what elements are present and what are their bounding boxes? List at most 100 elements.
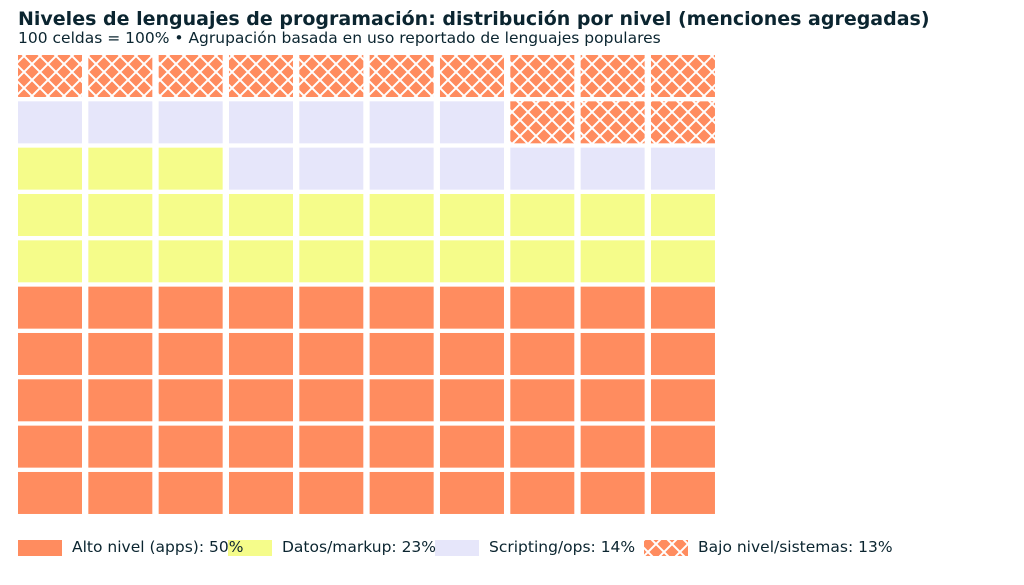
waffle-cell-bajo-nivel-sistemas (88, 55, 153, 97)
waffle-cell-scripting-ops (439, 147, 504, 190)
waffle-cell-datos-markup (580, 193, 645, 236)
waffle-cell-alto-nivel-apps- (439, 286, 504, 329)
waffle-cell-alto-nivel-apps- (18, 332, 82, 375)
waffle-cell-bajo-nivel-sistemas (228, 55, 293, 97)
chart-subtitle: 100 celdas = 100% • Agrupación basada en… (18, 29, 661, 47)
waffle-cell-alto-nivel-apps- (510, 379, 575, 422)
waffle-cell-scripting-ops (88, 101, 153, 144)
waffle-cell-scripting-ops (580, 147, 645, 190)
waffle-cell-datos-markup (18, 193, 82, 236)
waffle-cell-datos-markup (18, 240, 82, 283)
legend (18, 540, 688, 556)
waffle-cell-scripting-ops (228, 147, 293, 190)
waffle-cell-alto-nivel-apps- (580, 425, 645, 468)
waffle-cell-bajo-nivel-sistemas (299, 55, 364, 97)
waffle-cell-scripting-ops (650, 147, 715, 190)
waffle-cell-alto-nivel-apps- (158, 379, 223, 422)
waffle-cell-alto-nivel-apps- (510, 332, 575, 375)
waffle-cell-alto-nivel-apps- (88, 286, 153, 329)
waffle-cell-datos-markup (158, 193, 223, 236)
waffle-cell-datos-markup (299, 240, 364, 283)
waffle-cell-alto-nivel-apps- (439, 379, 504, 422)
waffle-cell-alto-nivel-apps- (299, 379, 364, 422)
waffle-cell-scripting-ops (299, 147, 364, 190)
waffle-cell-alto-nivel-apps- (158, 471, 223, 514)
waffle-cell-alto-nivel-apps- (369, 286, 434, 329)
waffle-cell-datos-markup (88, 240, 153, 283)
waffle-cell-alto-nivel-apps- (369, 332, 434, 375)
waffle-cell-datos-markup (228, 240, 293, 283)
waffle-cell-alto-nivel-apps- (650, 332, 715, 375)
waffle-cell-datos-markup (88, 147, 153, 190)
waffle-cell-bajo-nivel-sistemas (510, 101, 575, 144)
waffle-cell-bajo-nivel-sistemas (18, 55, 82, 97)
waffle-cell-datos-markup (650, 193, 715, 236)
legend-swatch (644, 540, 688, 556)
waffle-cell-alto-nivel-apps- (18, 471, 82, 514)
waffle-cell-datos-markup (158, 147, 223, 190)
waffle-cell-alto-nivel-apps- (510, 471, 575, 514)
waffle-cell-scripting-ops (18, 101, 82, 144)
waffle-cell-alto-nivel-apps- (510, 425, 575, 468)
waffle-cell-scripting-ops (510, 147, 575, 190)
waffle-cell-alto-nivel-apps- (299, 332, 364, 375)
legend-swatch (228, 540, 272, 556)
waffle-cell-alto-nivel-apps- (299, 425, 364, 468)
waffle-cell-alto-nivel-apps- (650, 471, 715, 514)
waffle-cell-datos-markup (158, 240, 223, 283)
waffle-cell-alto-nivel-apps- (439, 332, 504, 375)
waffle-cell-datos-markup (88, 193, 153, 236)
legend-label: Alto nivel (apps): 50% (72, 538, 244, 556)
legend-swatch (18, 540, 62, 556)
waffle-cell-alto-nivel-apps- (228, 471, 293, 514)
waffle-cell-datos-markup (580, 240, 645, 283)
waffle-cell-bajo-nivel-sistemas (580, 55, 645, 97)
waffle-cell-alto-nivel-apps- (580, 471, 645, 514)
waffle-cell-datos-markup (369, 193, 434, 236)
waffle-cell-alto-nivel-apps- (439, 471, 504, 514)
waffle-cell-scripting-ops (439, 101, 504, 144)
waffle-cell-scripting-ops (228, 101, 293, 144)
waffle-cell-alto-nivel-apps- (299, 286, 364, 329)
waffle-cell-datos-markup (650, 240, 715, 283)
legend-label: Scripting/ops: 14% (489, 538, 636, 556)
waffle-cell-datos-markup (439, 240, 504, 283)
waffle-cell-alto-nivel-apps- (580, 379, 645, 422)
waffle-cell-alto-nivel-apps- (228, 286, 293, 329)
waffle-cell-alto-nivel-apps- (369, 471, 434, 514)
waffle-cell-alto-nivel-apps- (439, 425, 504, 468)
waffle-cell-alto-nivel-apps- (580, 286, 645, 329)
waffle-cell-datos-markup (18, 147, 82, 190)
waffle-cell-alto-nivel-apps- (88, 332, 153, 375)
waffle-cell-datos-markup (510, 193, 575, 236)
waffle-cell-alto-nivel-apps- (228, 379, 293, 422)
waffle-cells (18, 55, 715, 514)
waffle-cell-alto-nivel-apps- (88, 471, 153, 514)
waffle-cell-bajo-nivel-sistemas (650, 55, 715, 97)
waffle-cell-alto-nivel-apps- (369, 425, 434, 468)
waffle-cell-bajo-nivel-sistemas (439, 55, 504, 97)
waffle-cell-alto-nivel-apps- (228, 332, 293, 375)
waffle-cell-bajo-nivel-sistemas (369, 55, 434, 97)
waffle-cell-bajo-nivel-sistemas (580, 101, 645, 144)
waffle-cell-datos-markup (510, 240, 575, 283)
waffle-cell-alto-nivel-apps- (18, 425, 82, 468)
waffle-cell-scripting-ops (158, 101, 223, 144)
waffle-cell-alto-nivel-apps- (650, 379, 715, 422)
waffle-cell-bajo-nivel-sistemas (158, 55, 223, 97)
waffle-cell-datos-markup (228, 193, 293, 236)
waffle-cell-alto-nivel-apps- (228, 425, 293, 468)
waffle-cell-alto-nivel-apps- (18, 286, 82, 329)
waffle-cell-alto-nivel-apps- (650, 286, 715, 329)
waffle-cell-alto-nivel-apps- (158, 425, 223, 468)
waffle-cell-datos-markup (439, 193, 504, 236)
waffle-cell-scripting-ops (369, 147, 434, 190)
waffle-cell-scripting-ops (299, 101, 364, 144)
waffle-cell-alto-nivel-apps- (18, 379, 82, 422)
waffle-cell-alto-nivel-apps- (650, 425, 715, 468)
waffle-cell-alto-nivel-apps- (299, 471, 364, 514)
legend-label: Bajo nivel/sistemas: 13% (698, 538, 893, 556)
legend-label: Datos/markup: 23% (282, 538, 437, 556)
waffle-cell-bajo-nivel-sistemas (510, 55, 575, 97)
